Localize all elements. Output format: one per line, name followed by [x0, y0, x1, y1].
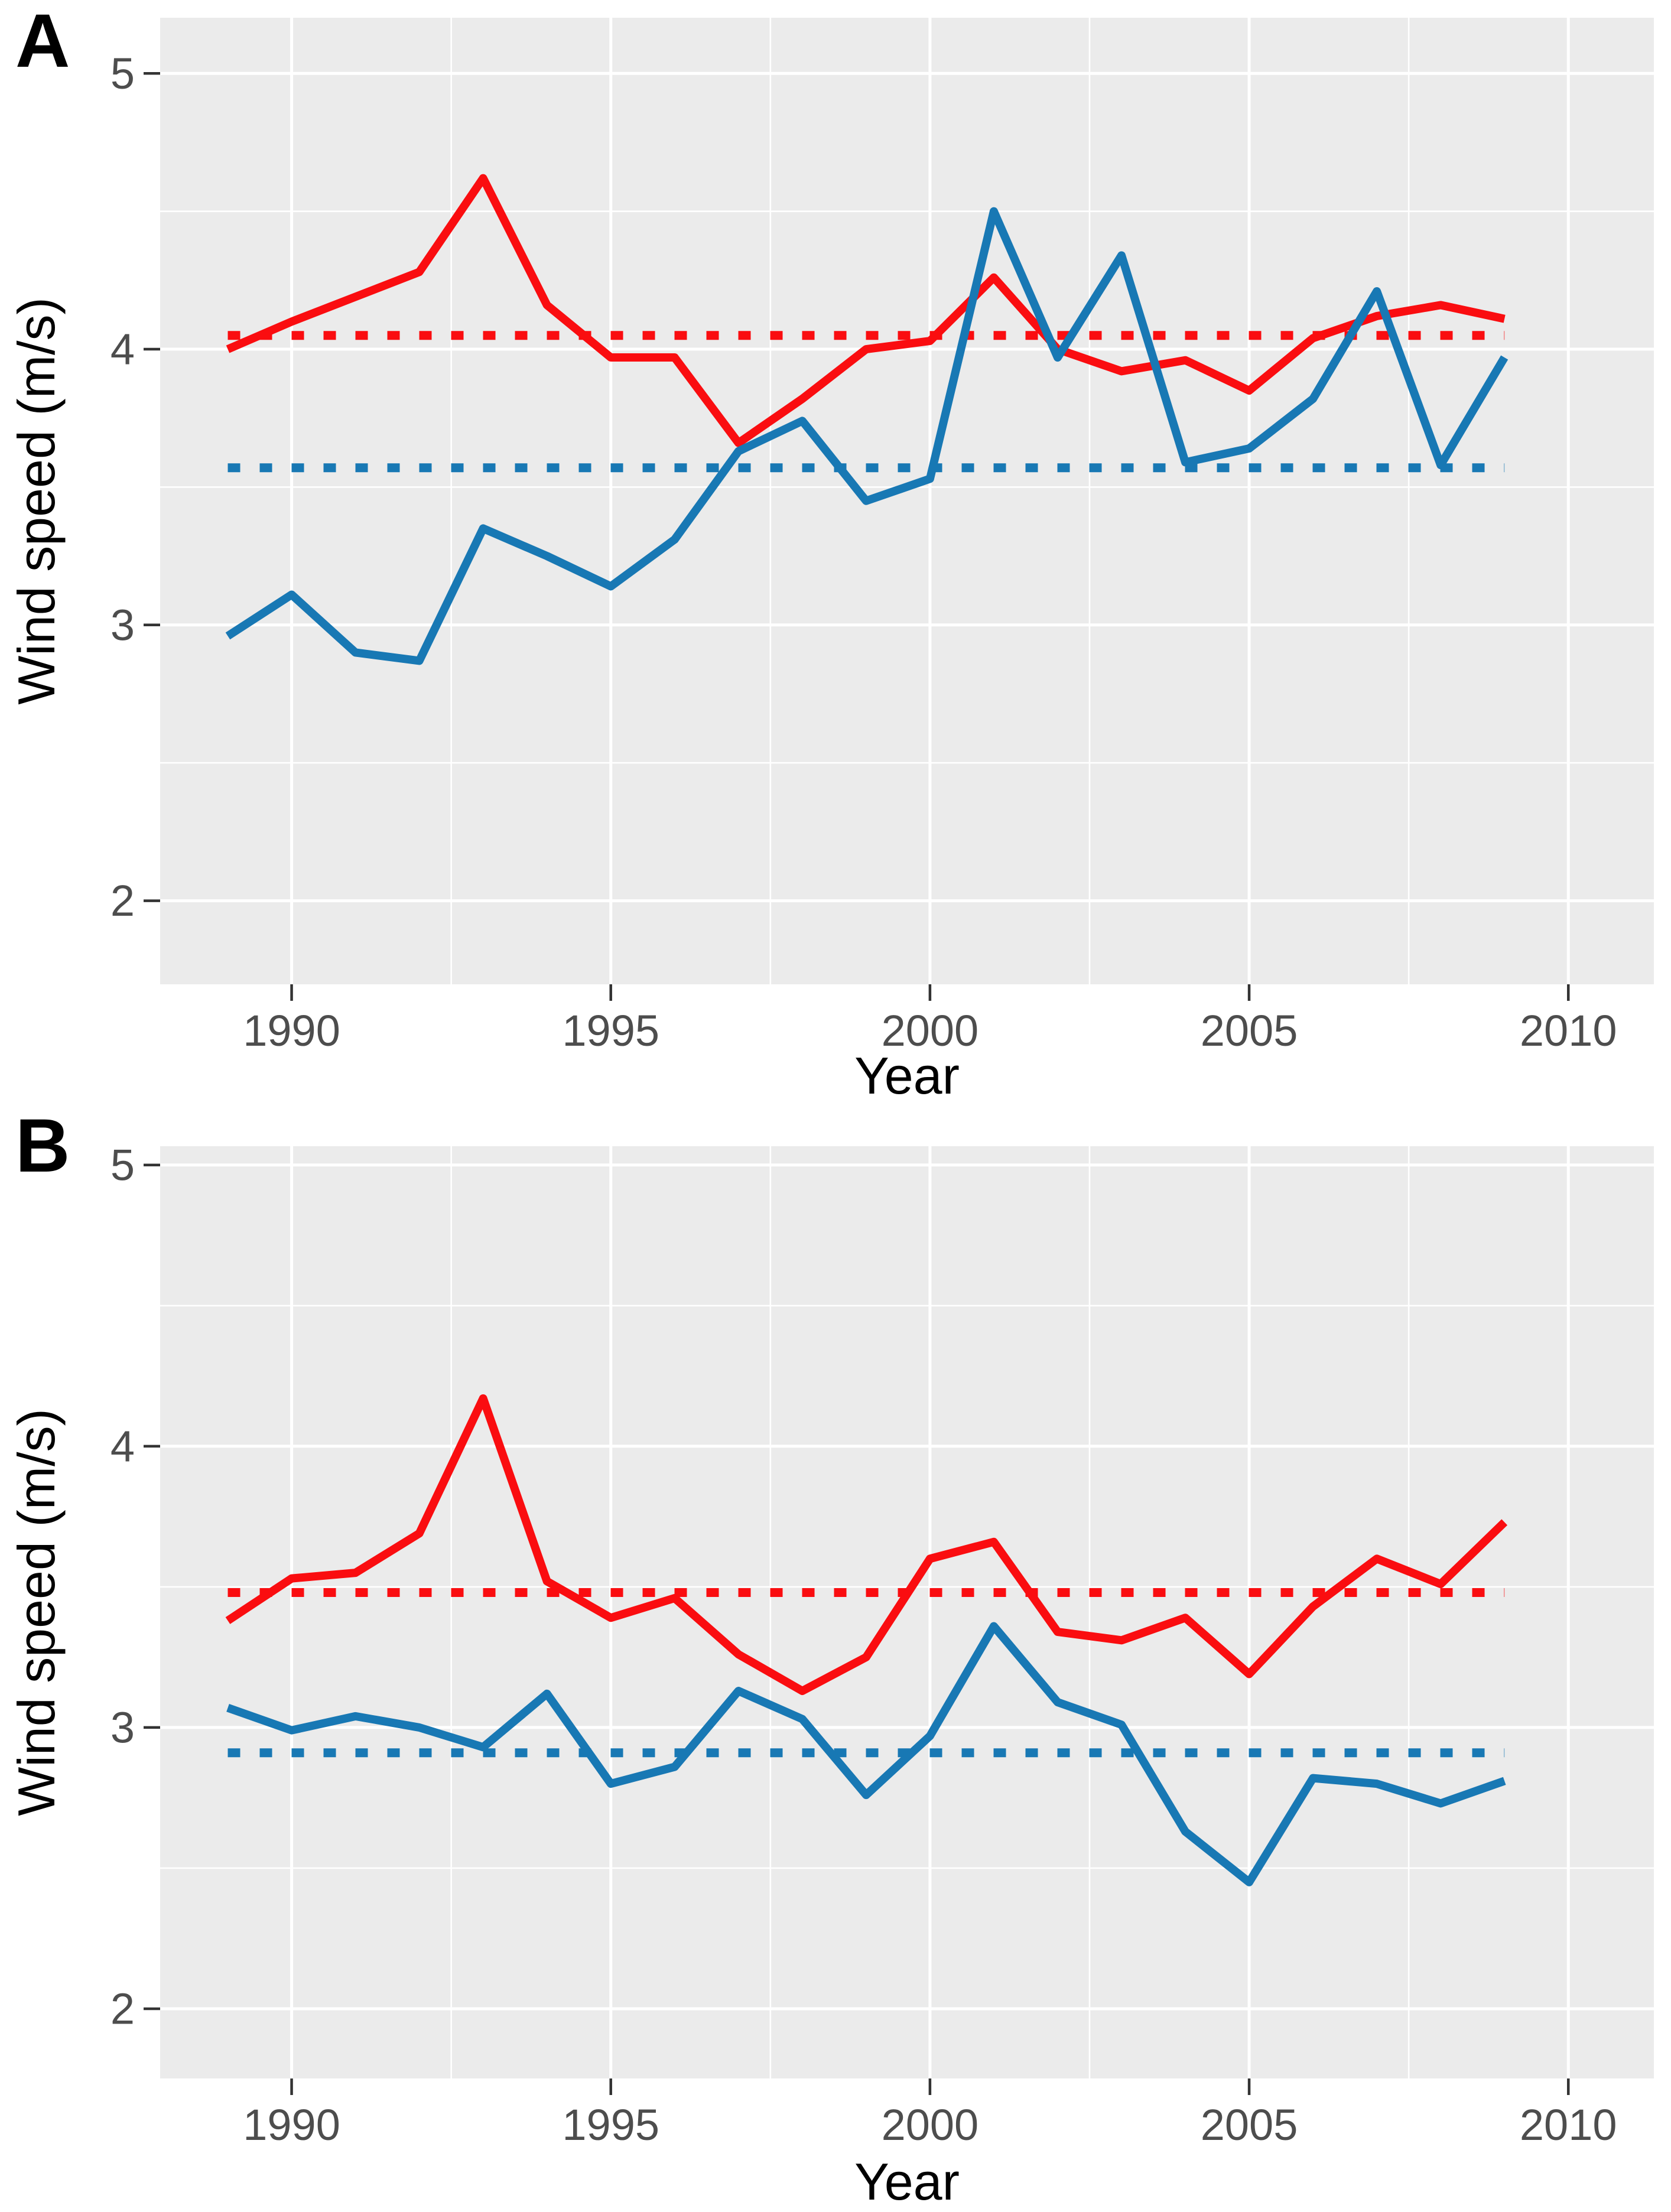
- y-tick-label: 3: [110, 1703, 135, 1752]
- y-tick-label: 2: [110, 876, 135, 925]
- panel-a-y-axis-title: Wind speed (m/s): [7, 297, 66, 705]
- x-tick-label: 2000: [882, 2100, 979, 2149]
- x-tick-label: 2010: [1520, 2100, 1617, 2149]
- red-series-line: [226, 174, 1506, 447]
- plot-background: [160, 18, 1654, 984]
- x-tick-label: 2000: [882, 1006, 979, 1055]
- y-tick-label: 4: [110, 1421, 135, 1471]
- panel-b-svg: 5 4 3 2 1990 1995 2000 2005 2010: [110, 1140, 1654, 2149]
- blue-series-line: [226, 1622, 1506, 1886]
- panel-a-tag: A: [15, 0, 70, 83]
- x-tick-label: 1995: [562, 1006, 659, 1055]
- x-tick-label: 2005: [1201, 2100, 1298, 2149]
- x-tick-label: 1995: [562, 2100, 659, 2149]
- panel-b-x-axis-title: Year: [854, 2152, 960, 2211]
- y-tick-label: 3: [110, 600, 135, 649]
- x-tick-label: 2005: [1201, 1006, 1298, 1055]
- panel-b-tag: B: [15, 1104, 70, 1188]
- y-tick-label: 4: [110, 325, 135, 374]
- blue-series-line: [225, 207, 1509, 665]
- panel-b: 5 4 3 2 1990 1995 2000 2005 2010 B Wind speed (m…: [0, 1104, 1671, 2211]
- panel-a-svg: 5 4 3 2 1990 1995 2000 2005 2010: [110, 18, 1654, 1055]
- y-tick-label: 5: [110, 1140, 135, 1189]
- x-tick-label: 1990: [243, 1006, 340, 1055]
- x-tick-label: 2010: [1520, 1006, 1617, 1055]
- y-tick-label: 5: [110, 49, 135, 98]
- x-tick-label: 1990: [243, 2100, 340, 2149]
- red-series-line: [225, 1394, 1508, 1696]
- panel-b-y-axis-title: Wind speed (m/s): [7, 1408, 66, 1816]
- plot-background: [160, 1146, 1654, 2078]
- panel-a-x-axis-title: Year: [854, 1046, 960, 1105]
- panel-a: 5 4 3 2 1990 1995 2000 2005 2010 A Wind speed (m…: [0, 0, 1671, 1105]
- y-tick-label: 2: [110, 1984, 135, 2033]
